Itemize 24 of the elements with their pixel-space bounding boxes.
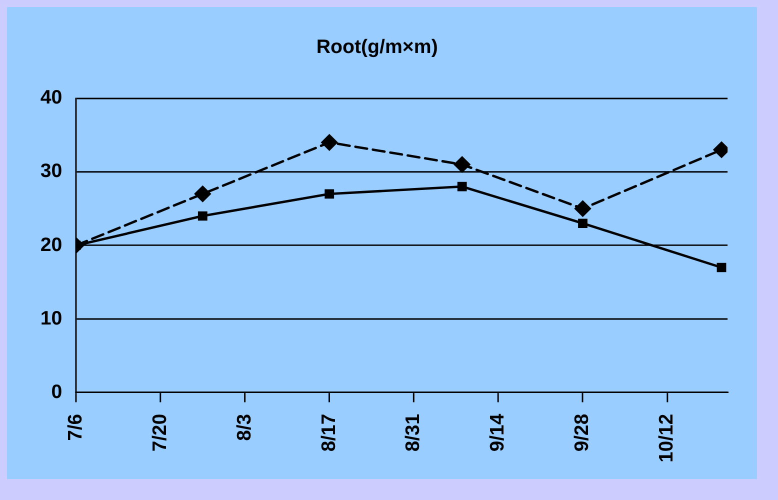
point <box>457 182 467 192</box>
x-tick-label: 9/14 <box>486 414 509 452</box>
point <box>578 218 588 228</box>
point <box>324 189 334 199</box>
y-tick-label: 30 <box>40 160 62 182</box>
point <box>713 142 728 158</box>
x-tick-label: 8/17 <box>318 414 340 452</box>
point <box>716 262 726 272</box>
x-tick-label: 9/28 <box>571 414 594 452</box>
x-tick-label: 10/12 <box>656 414 678 462</box>
y-tick-label: 10 <box>40 307 62 330</box>
point <box>198 211 208 221</box>
point <box>194 186 211 202</box>
point <box>454 156 470 173</box>
y-tick-label: 40 <box>40 86 62 109</box>
x-tick-label: 7/6 <box>64 414 86 441</box>
x-tick-label: 8/3 <box>233 414 256 441</box>
chart-title: Root(g/m×m) <box>316 36 438 58</box>
y-tick-label: 0 <box>51 380 62 403</box>
y-tick-label: 20 <box>40 234 62 256</box>
point <box>321 134 338 150</box>
x-tick-label: 8/31 <box>402 414 424 452</box>
x-tick-label: 7/20 <box>148 414 171 452</box>
point <box>574 200 591 217</box>
